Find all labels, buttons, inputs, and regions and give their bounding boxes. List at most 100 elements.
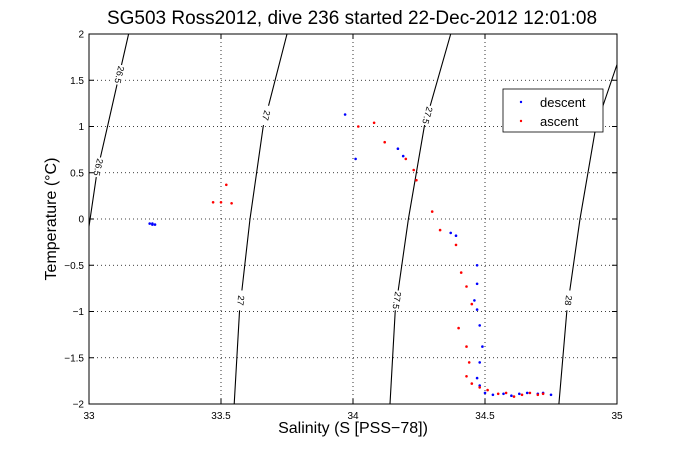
data-point-ascent xyxy=(520,393,524,397)
data-point-descent xyxy=(449,231,453,235)
data-point-ascent xyxy=(496,392,500,396)
data-point-descent xyxy=(475,308,479,311)
data-point-descent xyxy=(401,154,405,158)
contour-label: 27.5 xyxy=(391,291,403,310)
data-point-descent xyxy=(354,157,357,161)
data-point-descent xyxy=(473,299,476,302)
legend-label-descent: descent xyxy=(540,95,586,110)
x-tick-label: 34.5 xyxy=(475,411,495,422)
data-point-ascent xyxy=(478,386,482,389)
data-point-descent xyxy=(343,113,347,116)
contour-label: 26.5 xyxy=(91,158,105,177)
y-tick-label: −2 xyxy=(73,400,85,411)
contour-label-background xyxy=(419,104,435,127)
data-point-ascent xyxy=(383,140,387,144)
data-point-descent xyxy=(502,392,505,396)
data-point-descent xyxy=(475,264,479,267)
contour-label-group: 26.5 xyxy=(112,63,127,86)
data-point-descent xyxy=(475,282,479,286)
data-point-ascent xyxy=(430,210,434,213)
y-tick-label: 1.5 xyxy=(70,76,84,87)
contour-label-background xyxy=(390,289,404,312)
y-tick-label: 1 xyxy=(78,122,84,133)
data-point-ascent xyxy=(454,243,458,247)
legend-marker-ascent xyxy=(519,119,523,123)
contour-label-group: 26.5 xyxy=(91,156,106,179)
data-points xyxy=(148,113,553,398)
y-axis-title: Temperature (°C) xyxy=(43,158,60,281)
y-tick-label: 2 xyxy=(78,30,84,41)
data-point-descent xyxy=(481,345,484,348)
legend-marker-descent xyxy=(519,100,523,104)
data-point-ascent xyxy=(412,168,416,172)
data-point-descent xyxy=(478,384,482,387)
contour-label-group: 27.5 xyxy=(390,289,404,312)
contour-label-group: 27 xyxy=(234,289,247,311)
data-point-descent xyxy=(153,223,157,226)
data-point-ascent xyxy=(459,271,463,274)
data-point-descent xyxy=(454,234,458,237)
contour-label: 28 xyxy=(563,295,574,306)
data-point-descent xyxy=(518,392,521,396)
x-tick-label: 35 xyxy=(611,411,623,422)
y-tick-label: −1 xyxy=(73,307,85,318)
data-point-ascent xyxy=(357,125,360,128)
data-point-ascent xyxy=(219,201,223,204)
data-point-ascent xyxy=(465,375,468,378)
contour-line xyxy=(389,33,452,405)
data-point-descent xyxy=(148,222,151,225)
contour-label-background xyxy=(258,104,274,127)
x-tick-label: 34 xyxy=(347,411,359,422)
y-tick-label: 0 xyxy=(78,215,84,226)
legend-label-ascent: ascent xyxy=(540,114,579,129)
contour-line xyxy=(88,33,130,227)
data-point-ascent xyxy=(211,201,215,204)
data-point-ascent xyxy=(225,183,228,187)
data-point-ascent xyxy=(541,392,545,396)
contour-label-background xyxy=(234,289,247,311)
y-tick-label: −0.5 xyxy=(64,261,84,272)
data-point-descent xyxy=(478,324,482,327)
x-tick-label: 33.5 xyxy=(211,411,231,422)
data-point-descent xyxy=(483,391,487,395)
grid xyxy=(89,34,617,404)
data-point-descent xyxy=(478,361,482,364)
x-tick-label: 33 xyxy=(83,411,95,422)
data-point-ascent xyxy=(230,202,233,205)
legend: descent ascent xyxy=(502,88,604,133)
data-point-descent xyxy=(549,393,553,397)
y-tick-label: −1.5 xyxy=(64,353,84,364)
contour-label-group: 27 xyxy=(258,104,274,127)
chart-title: SG503 Ross2012, dive 236 started 22-Dec-… xyxy=(107,8,597,29)
contour-label: 26.5 xyxy=(112,65,126,84)
data-point-descent xyxy=(475,376,479,380)
axis-ticks: 33 33.5 34 34.5 35 −2 −1.5 −1 −0.5 0 0.5 1 1.5 2 xyxy=(64,30,623,423)
data-point-ascent xyxy=(528,391,532,395)
contour-label-group: 27.5 xyxy=(419,104,435,127)
data-point-descent xyxy=(491,393,495,397)
data-point-descent xyxy=(525,391,529,395)
data-point-ascent xyxy=(465,285,468,288)
data-point-ascent xyxy=(512,395,516,398)
data-point-ascent xyxy=(438,228,442,232)
contour-label-group: 28 xyxy=(562,289,575,312)
data-point-ascent xyxy=(404,157,408,161)
contour-label: 27.5 xyxy=(420,106,434,126)
data-point-ascent xyxy=(470,382,474,385)
data-point-descent xyxy=(510,394,513,398)
contour-label-background xyxy=(91,156,106,179)
y-tick-label: 0.5 xyxy=(70,168,84,179)
data-point-ascent xyxy=(504,391,508,395)
data-point-ascent xyxy=(465,345,468,348)
contour-label-background xyxy=(112,63,127,86)
data-point-ascent xyxy=(486,388,489,392)
data-point-ascent xyxy=(372,121,376,125)
x-axis-title: Salinity (S [PSS−78]) xyxy=(278,420,428,437)
data-point-ascent xyxy=(457,326,460,330)
contour-line xyxy=(233,33,288,405)
contour-label: 27 xyxy=(235,295,246,306)
data-point-ascent xyxy=(467,361,471,364)
data-point-ascent xyxy=(470,302,474,306)
